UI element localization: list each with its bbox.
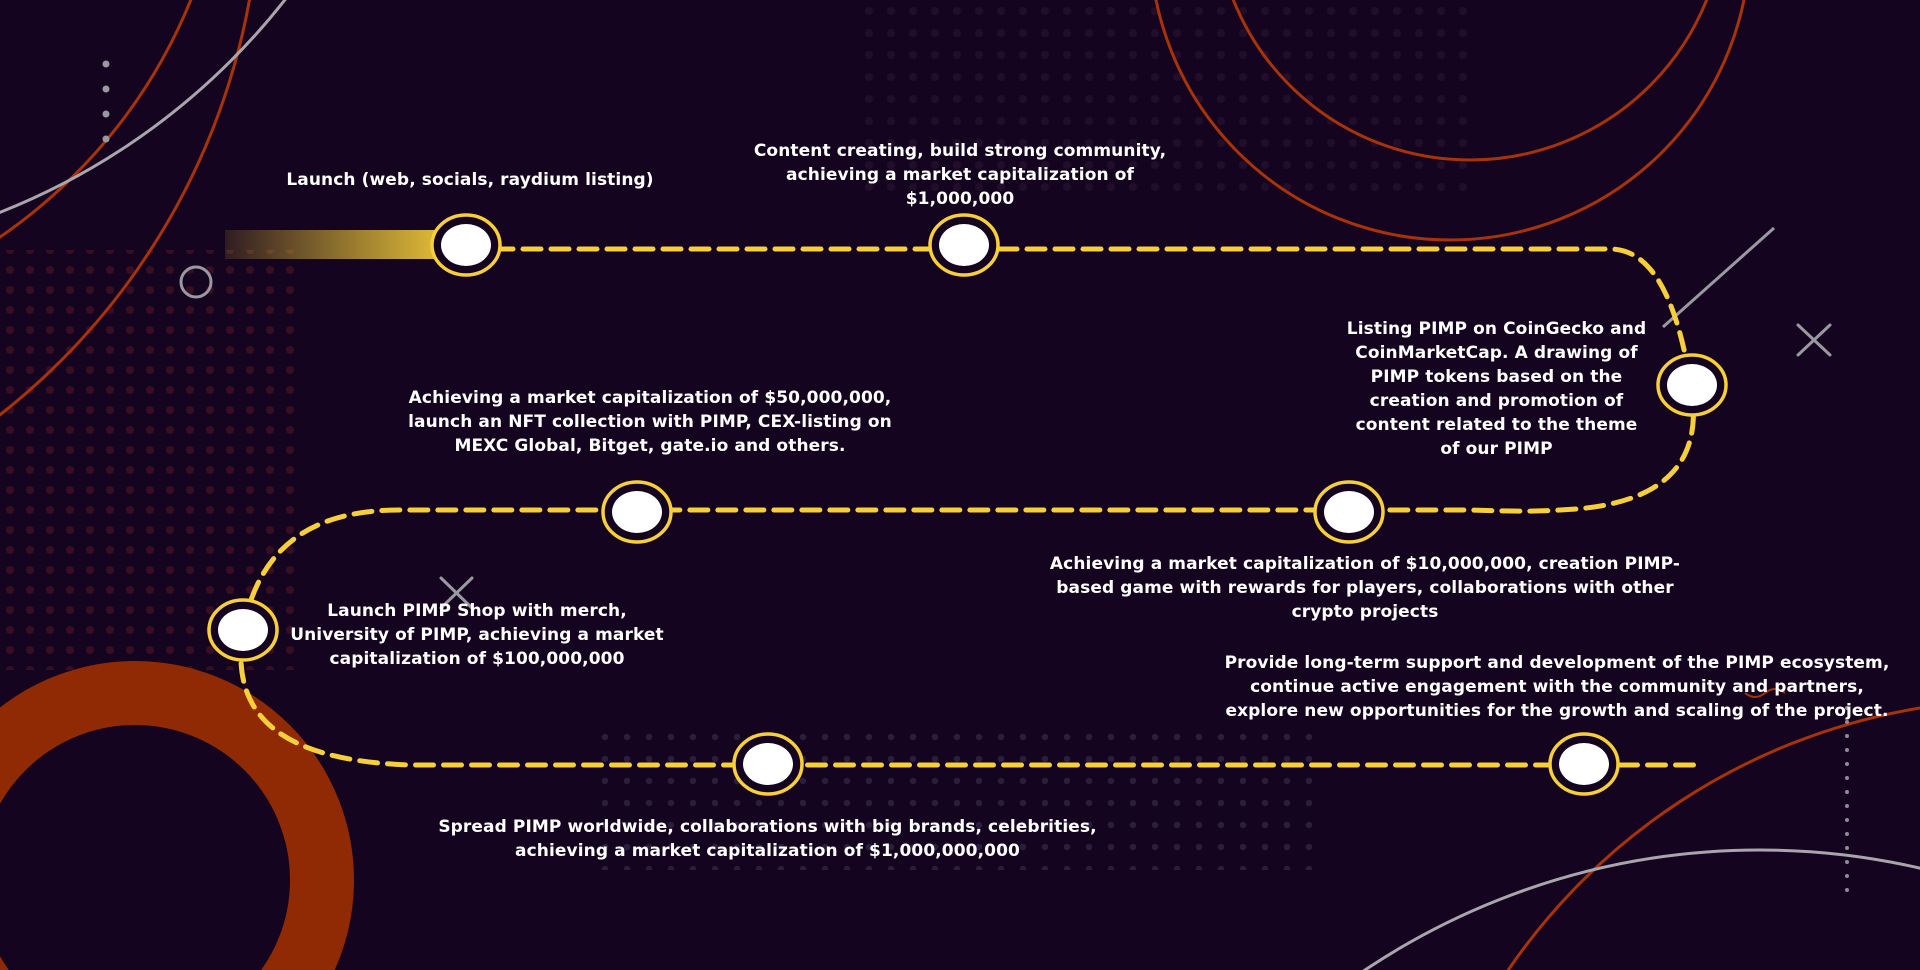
- decor-cross: [1796, 323, 1832, 357]
- decor-arc: [1154, 0, 1746, 242]
- milestone-node-3: [1656, 353, 1728, 417]
- milestone-node-2: [928, 213, 1000, 277]
- milestone-node-6: [207, 598, 279, 662]
- decor-dots-vertical: [1845, 706, 1849, 892]
- decor-dot: [1845, 888, 1849, 892]
- decor-dot: [1845, 734, 1849, 738]
- milestone-1-text: Launch (web, socials, raydium listing): [286, 170, 654, 190]
- milestone-5-text: Achieving a market capitalization of $50…: [408, 388, 892, 456]
- milestone-node-5: [601, 480, 673, 544]
- milestone-node-8: [1548, 732, 1620, 796]
- launch-gradient-bar: [225, 230, 467, 259]
- milestone-node-7: [732, 732, 804, 796]
- decor-dot: [1845, 818, 1849, 822]
- milestone-node-1: [430, 213, 502, 277]
- milestone-4-text: Achieving a market capitalization of $10…: [1049, 554, 1681, 622]
- decor-dot: [1845, 748, 1849, 752]
- decor-dot: [1845, 790, 1849, 794]
- decor-arc: [1231, 0, 1709, 162]
- dot-pattern-bottom: [600, 720, 1320, 870]
- decor-dot: [1845, 846, 1849, 850]
- dot-pattern-top: [860, 0, 1480, 200]
- decor-ring: [0, 661, 354, 970]
- decor-dot: [1845, 860, 1849, 864]
- decor-dot: [1845, 720, 1849, 724]
- decor-cross: [439, 576, 474, 610]
- decor-line: [1662, 226, 1775, 329]
- decor-dots-vertical: [102, 60, 110, 143]
- milestone-node-4: [1313, 480, 1385, 544]
- decor-dot: [1845, 762, 1849, 766]
- decor-dot: [1845, 706, 1849, 710]
- decor-dot: [1845, 776, 1849, 780]
- milestone-7-text: Spread PIMP worldwide, collaborations wi…: [438, 817, 1097, 861]
- decor-dot: [1845, 804, 1849, 808]
- milestone-6-text: Launch PIMP Shop with merch, University …: [290, 601, 664, 669]
- decor-small-circle: [179, 265, 213, 299]
- decor-dot: [1845, 832, 1849, 836]
- decor-arc: [1362, 848, 1920, 970]
- milestone-2-text: Content creating, build strong community…: [753, 141, 1167, 209]
- milestone-3-text: Listing PIMP on CoinGecko and CoinMarket…: [1346, 319, 1647, 459]
- milestone-8-text: Provide long-term support and developmen…: [1224, 653, 1890, 721]
- decor-squiggle: [1744, 688, 1786, 698]
- decor-dot: [1845, 874, 1849, 878]
